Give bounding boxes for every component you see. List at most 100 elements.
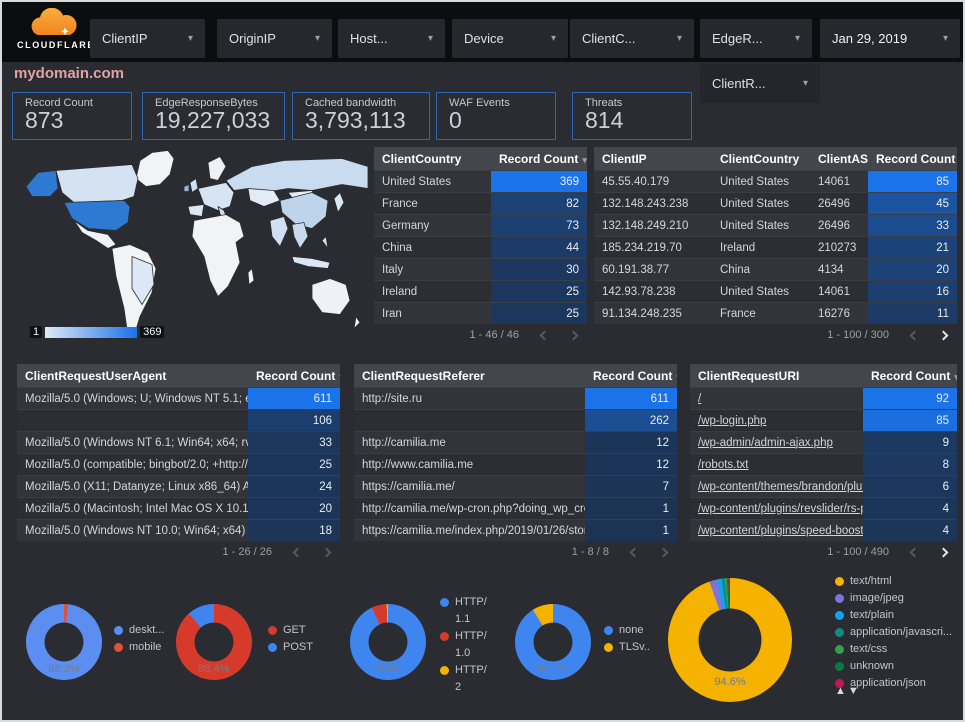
map-country-india[interactable] <box>269 216 289 247</box>
uri-link[interactable]: /robots.txt <box>698 458 749 471</box>
donut-percent-label: 94.6% <box>714 676 746 688</box>
map-country-scandinavia[interactable] <box>207 156 227 181</box>
filter-chip-clientip[interactable]: ClientIP ▾ <box>90 19 205 58</box>
sort-caret-icon[interactable]: ▾ <box>954 372 957 382</box>
filter-chip-clientc[interactable]: ClientC... ▾ <box>570 19 694 58</box>
filter-chip-originip[interactable]: OriginIP ▾ <box>217 19 332 58</box>
legend-item-deskt[interactable]: deskt... <box>114 622 184 639</box>
map-country-brazil[interactable] <box>131 256 155 305</box>
uri-link[interactable]: /wp-content/themes/brandon/plu... <box>698 480 863 493</box>
map-country-greenland[interactable] <box>135 150 175 187</box>
donut-chart-http-version[interactable]: 93% <box>350 604 426 680</box>
legend-scroll-arrows[interactable]: ▲▼ <box>835 685 861 697</box>
legend-item-get[interactable]: GET <box>268 622 328 639</box>
legend-item-label: HTTP/​2 <box>455 664 487 693</box>
filter-chip-device[interactable]: Device ▾ <box>452 19 568 58</box>
column-header-clientrequestuseragent[interactable]: ClientRequestUserAgent <box>25 368 167 383</box>
map-country-china[interactable] <box>279 192 329 229</box>
donut-chart-device-type[interactable]: 98.3% <box>26 604 102 680</box>
uri-link[interactable]: /wp-content/plugins/speed-booste... <box>698 524 863 537</box>
map-country-spain[interactable] <box>187 204 205 217</box>
column-header-clientrequestreferer[interactable]: ClientRequestReferer <box>362 368 485 383</box>
map-country-central-asia[interactable] <box>247 188 281 207</box>
map-country-indochina[interactable] <box>291 222 309 249</box>
column-header-record-count[interactable]: Record Count▾ <box>863 369 957 383</box>
pagination-next-icon[interactable] <box>938 330 949 340</box>
legend-item-application-json[interactable]: application/​json <box>835 675 960 692</box>
uri-link[interactable]: / <box>698 392 702 405</box>
legend-item-text-plain[interactable]: text/​plain <box>835 607 960 624</box>
cell-link[interactable]: / <box>690 393 863 405</box>
donut-chart-http-method[interactable]: 88.4% <box>176 604 252 680</box>
map-country-russia[interactable] <box>225 158 369 193</box>
column-header-clientrequesturi[interactable]: ClientRequestURI <box>698 368 800 383</box>
legend-item-text-css[interactable]: text/​css <box>835 641 960 658</box>
sort-caret-icon[interactable]: ▾ <box>339 372 340 382</box>
legend-item-application-javascri[interactable]: application/​javascri... <box>835 624 960 641</box>
uri-link[interactable]: /wp-login.php <box>698 414 767 427</box>
map-country-alaska[interactable] <box>25 170 59 197</box>
cell-text: 26496 <box>818 219 850 232</box>
map-country-mexico[interactable] <box>73 220 117 249</box>
map-country-philippines[interactable] <box>321 236 329 249</box>
map-country-uk[interactable] <box>189 178 199 193</box>
map-country-canada[interactable] <box>55 164 139 203</box>
legend-item-none[interactable]: none <box>604 622 664 639</box>
map-country-japan[interactable] <box>333 192 345 213</box>
map-country-madagascar[interactable] <box>247 268 255 285</box>
legend-item-unknown[interactable]: unknown <box>835 658 960 675</box>
record-count-cell: 24 <box>248 476 340 497</box>
column-header-clientip[interactable]: ClientIP <box>602 151 647 166</box>
column-header-record-count[interactable]: Record Count▾ <box>499 151 587 166</box>
sort-caret-icon[interactable]: ▾ <box>582 154 587 165</box>
pagination-prev-icon[interactable] <box>909 547 920 557</box>
map-country-africa[interactable] <box>191 214 245 297</box>
filter-chip-clientr[interactable]: ClientR... ▾ <box>700 64 820 103</box>
legend-item-text-html[interactable]: text/​html <box>835 573 960 590</box>
legend-dot-icon <box>440 598 449 607</box>
donut-chart-content-type[interactable]: 94.6% <box>668 578 792 702</box>
legend-item-post[interactable]: POST <box>268 639 328 656</box>
table-row: /wp-admin/admin-ajax.php 9 <box>690 431 957 453</box>
legend-item-tlsv[interactable]: TLSv.. <box>604 639 664 656</box>
map-country-australia[interactable] <box>311 278 351 315</box>
pagination-prev-icon[interactable] <box>292 547 303 557</box>
map-country-new-zealand[interactable] <box>353 316 361 329</box>
date-range-chip[interactable]: Jan 29, 2019 ▾ <box>820 19 960 58</box>
cell-link[interactable]: /robots.txt <box>690 459 863 471</box>
filter-chip-host[interactable]: Host... ▾ <box>338 19 445 58</box>
donut-chart-tls-version[interactable]: 91.1% <box>515 604 591 680</box>
legend-item-http-1-1[interactable]: HTTP/​1.1 <box>440 594 490 628</box>
map-country-indonesia[interactable] <box>291 256 331 269</box>
legend-item-http-2[interactable]: HTTP/​2 <box>440 662 490 696</box>
column-header-record-count[interactable]: Record Count▾ <box>585 369 677 383</box>
pagination-next-icon[interactable] <box>321 547 332 557</box>
column-header-clientasn[interactable]: ClientASN <box>818 151 868 166</box>
legend-item-mobile[interactable]: mobile <box>114 639 184 656</box>
column-header-record-count[interactable]: Record Count▾ <box>248 369 340 383</box>
column-header-record-count[interactable]: Record Count▾ <box>876 151 956 166</box>
cell-link[interactable]: /wp-admin/admin-ajax.php <box>690 437 863 449</box>
uri-link[interactable]: /wp-content/plugins/revslider/rs-p... <box>698 502 863 515</box>
cell-link[interactable]: /wp-content/themes/brandon/plu... <box>690 481 863 493</box>
column-header-clientcountry[interactable]: ClientCountry <box>720 151 800 166</box>
cell-link[interactable]: /wp-login.php <box>690 415 863 427</box>
uri-link[interactable]: /wp-admin/admin-ajax.php <box>698 436 833 449</box>
pagination-prev-icon[interactable] <box>629 547 640 557</box>
pagination-next-icon[interactable] <box>658 547 669 557</box>
cell-link[interactable]: /wp-content/plugins/speed-booste... <box>690 525 863 537</box>
legend-item-http-1-0[interactable]: HTTP/​1.0 <box>440 628 490 662</box>
map-country-ireland[interactable] <box>183 184 190 192</box>
legend-item-image-jpeg[interactable]: image/​jpeg <box>835 590 960 607</box>
pagination-prev-icon[interactable] <box>539 330 550 340</box>
column-header-clientcountry[interactable]: ClientCountry <box>382 151 462 166</box>
cell-link[interactable]: /wp-content/plugins/revslider/rs-p... <box>690 503 863 515</box>
pagination-next-icon[interactable] <box>938 547 949 557</box>
donut-hole <box>368 622 408 662</box>
map-country-usa[interactable] <box>63 200 131 231</box>
filter-chip-edger[interactable]: EdgeR... ▾ <box>700 19 812 58</box>
world-map-panel[interactable]: 1 369 <box>12 144 370 348</box>
pagination-prev-icon[interactable] <box>909 330 920 340</box>
pagination-next-icon[interactable] <box>568 330 579 340</box>
sort-caret-icon[interactable]: ▾ <box>676 372 677 382</box>
